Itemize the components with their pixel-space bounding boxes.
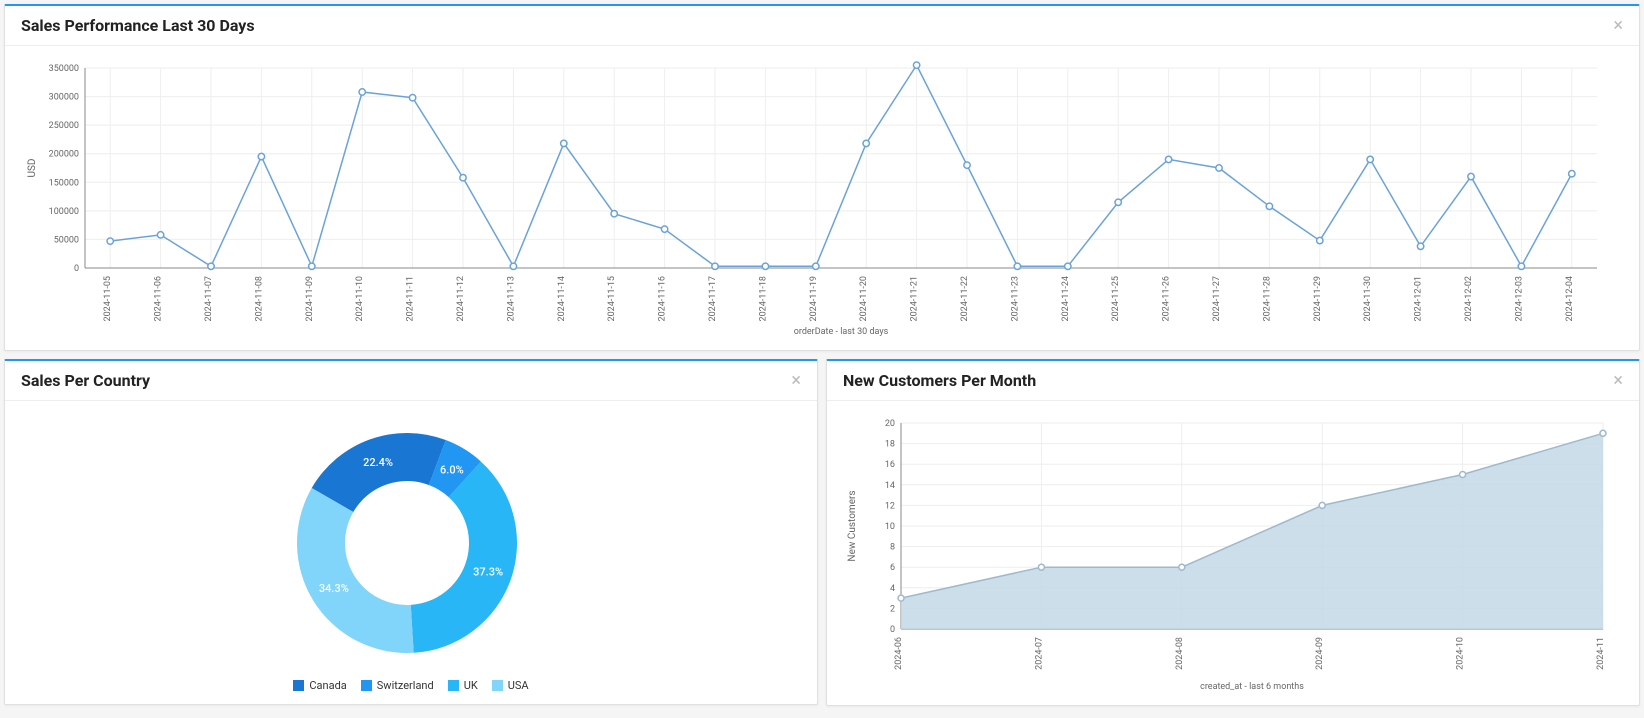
legend-label: Canada <box>309 679 346 692</box>
svg-text:2024-06: 2024-06 <box>894 637 904 670</box>
svg-text:2024-11-28: 2024-11-28 <box>1262 276 1272 321</box>
panel-body: 22.4% 6.0% 37.3% 34.3% Canada Switzerland UK U… <box>5 401 817 704</box>
svg-text:2024-11-08: 2024-11-08 <box>254 276 264 321</box>
legend-item[interactable]: UK <box>448 679 478 692</box>
svg-text:2024-11-05: 2024-11-05 <box>103 276 113 321</box>
svg-text:2024-11-22: 2024-11-22 <box>960 276 970 321</box>
svg-text:2024-11-27: 2024-11-27 <box>1212 276 1222 321</box>
svg-text:350000: 350000 <box>49 64 79 74</box>
new-customers-area-chart: 0 2 4 6 8 10 12 14 16 18 20 2024-06 2024-07 2024-08 20… <box>839 413 1619 693</box>
svg-text:created_at - last 6 months: created_at - last 6 months <box>1200 682 1304 692</box>
svg-text:2024-09: 2024-09 <box>1315 637 1325 670</box>
new-customers-panel: New Customers Per Month × 0 2 4 6 8 10 12 14 16 1… <box>826 359 1640 706</box>
svg-text:200000: 200000 <box>49 150 79 160</box>
svg-text:250000: 250000 <box>49 121 79 131</box>
svg-text:2024-10: 2024-10 <box>1456 637 1466 670</box>
svg-text:2024-12-03: 2024-12-03 <box>1514 276 1524 321</box>
legend-swatch <box>492 680 503 691</box>
svg-text:100000: 100000 <box>49 207 79 217</box>
svg-text:USD: USD <box>27 159 38 178</box>
svg-text:6.0%: 6.0% <box>440 464 464 477</box>
svg-text:2024-12-02: 2024-12-02 <box>1464 276 1474 321</box>
svg-text:2024-07: 2024-07 <box>1034 637 1044 670</box>
panel-title: Sales Performance Last 30 Days <box>21 16 255 35</box>
svg-text:2024-11-19: 2024-11-19 <box>809 276 819 321</box>
svg-text:2024-11-30: 2024-11-30 <box>1363 276 1373 321</box>
legend-item[interactable]: Switzerland <box>361 679 434 692</box>
panel-header: New Customers Per Month × <box>827 361 1639 401</box>
svg-text:2024-11-12: 2024-11-12 <box>456 276 466 321</box>
legend-label: USA <box>508 679 529 692</box>
svg-text:22.4%: 22.4% <box>363 456 393 469</box>
svg-text:New Customers: New Customers <box>847 490 858 561</box>
svg-text:34.3%: 34.3% <box>319 582 349 595</box>
svg-text:2024-08: 2024-08 <box>1175 637 1185 670</box>
close-icon[interactable]: × <box>791 372 801 390</box>
svg-text:2024-12-04: 2024-12-04 <box>1565 276 1575 321</box>
legend-swatch <box>293 680 304 691</box>
panel-header: Sales Per Country × <box>5 361 817 401</box>
svg-text:2: 2 <box>890 604 895 614</box>
svg-text:2024-11-17: 2024-11-17 <box>708 276 718 321</box>
sales-per-country-panel: Sales Per Country × 22.4% 6.0% 37.3% 34.3% … <box>4 359 818 705</box>
close-icon[interactable]: × <box>1613 17 1623 35</box>
svg-text:6: 6 <box>890 563 895 573</box>
legend-swatch <box>448 680 459 691</box>
svg-text:37.3%: 37.3% <box>473 566 503 579</box>
svg-text:2024-11: 2024-11 <box>1596 637 1606 670</box>
svg-text:0: 0 <box>890 625 895 635</box>
panel-title: Sales Per Country <box>21 371 150 390</box>
svg-text:150000: 150000 <box>49 178 79 188</box>
panel-body: 0 2 4 6 8 10 12 14 16 18 20 2024-06 2024-07 2024-08 20… <box>827 401 1639 705</box>
svg-text:2024-11-13: 2024-11-13 <box>506 276 516 321</box>
svg-text:300000: 300000 <box>49 93 79 103</box>
svg-text:2024-12-01: 2024-12-01 <box>1414 276 1424 321</box>
svg-text:10: 10 <box>885 522 895 532</box>
svg-text:16: 16 <box>885 460 895 470</box>
svg-text:2024-11-09: 2024-11-09 <box>305 276 315 321</box>
svg-text:50000: 50000 <box>54 235 79 245</box>
panel-header: Sales Performance Last 30 Days × <box>5 6 1639 46</box>
svg-text:12: 12 <box>885 501 895 511</box>
svg-text:2024-11-26: 2024-11-26 <box>1162 276 1172 321</box>
svg-text:2024-11-15: 2024-11-15 <box>607 276 617 321</box>
svg-text:4: 4 <box>890 584 895 594</box>
svg-text:2024-11-11: 2024-11-11 <box>406 276 416 321</box>
panel-title: New Customers Per Month <box>843 371 1036 390</box>
donut-legend: Canada Switzerland UK USA <box>17 679 805 692</box>
sales-line-chart: 0 50000 100000 150000 200000 250000 300000 3500… <box>17 58 1617 338</box>
svg-text:2024-11-23: 2024-11-23 <box>1010 276 1020 321</box>
svg-text:2024-11-29: 2024-11-29 <box>1313 276 1323 321</box>
svg-text:2024-11-07: 2024-11-07 <box>204 276 214 321</box>
svg-text:0: 0 <box>74 264 79 274</box>
svg-text:2024-11-24: 2024-11-24 <box>1061 276 1071 321</box>
close-icon[interactable]: × <box>1613 372 1623 390</box>
svg-text:orderDate - last 30 days: orderDate - last 30 days <box>794 327 889 337</box>
svg-text:18: 18 <box>885 440 895 450</box>
legend-label: Switzerland <box>377 679 434 692</box>
svg-text:14: 14 <box>885 481 895 491</box>
svg-text:2024-11-10: 2024-11-10 <box>355 276 365 321</box>
legend-item[interactable]: Canada <box>293 679 346 692</box>
svg-text:2024-11-16: 2024-11-16 <box>658 276 668 321</box>
svg-text:2024-11-14: 2024-11-14 <box>557 276 567 321</box>
sales-performance-panel: Sales Performance Last 30 Days × 0 50000 1… <box>4 4 1640 351</box>
legend-item[interactable]: USA <box>492 679 529 692</box>
panel-body: 0 50000 100000 150000 200000 250000 300000 3500… <box>5 46 1639 350</box>
svg-text:2024-11-20: 2024-11-20 <box>859 276 869 321</box>
svg-text:2024-11-21: 2024-11-21 <box>910 276 920 321</box>
svg-text:2024-11-06: 2024-11-06 <box>154 276 164 321</box>
legend-label: UK <box>464 679 478 692</box>
svg-text:2024-11-18: 2024-11-18 <box>758 276 768 321</box>
svg-text:20: 20 <box>885 419 895 429</box>
legend-swatch <box>361 680 372 691</box>
svg-text:2024-11-25: 2024-11-25 <box>1111 276 1121 321</box>
sales-donut-chart: 22.4% 6.0% 37.3% 34.3% <box>17 413 797 673</box>
svg-text:8: 8 <box>890 543 895 553</box>
